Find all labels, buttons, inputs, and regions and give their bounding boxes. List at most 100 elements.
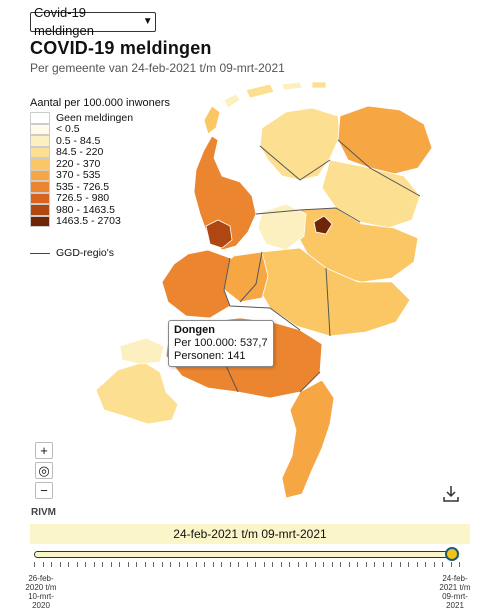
start-label-line: 10-mrt- bbox=[28, 592, 54, 601]
slider-start-label: 26-feb- 2020 t/m 10-mrt- 2020 bbox=[20, 574, 62, 610]
slider-tick bbox=[374, 562, 375, 567]
download-icon[interactable] bbox=[441, 485, 461, 503]
end-label-line: 09-mrt- bbox=[442, 592, 468, 601]
zoom-out-button[interactable]: − bbox=[35, 482, 53, 499]
slider-tick bbox=[289, 562, 290, 567]
slider-tick bbox=[391, 562, 392, 567]
region-zeeland-north[interactable] bbox=[119, 337, 165, 365]
end-label-line: 24-feb- bbox=[442, 574, 468, 583]
legend-item: 370 - 535 bbox=[30, 169, 220, 181]
region-amsterdam[interactable] bbox=[205, 219, 233, 249]
slider-tick bbox=[425, 562, 426, 567]
slider-tick bbox=[272, 562, 273, 567]
legend-item-label: 1463.5 - 2703 bbox=[56, 215, 121, 228]
slider-tick bbox=[34, 562, 35, 567]
region-texel[interactable] bbox=[203, 105, 221, 135]
zoom-controls: + ◎ − bbox=[35, 442, 53, 499]
slider-tick bbox=[187, 562, 188, 567]
slider-tick bbox=[213, 562, 214, 567]
legend-item-label: 0.5 - 84.5 bbox=[56, 134, 101, 147]
slider-tick bbox=[340, 562, 341, 567]
legend-item: 535 - 726.5 bbox=[30, 181, 220, 193]
slider-tick bbox=[247, 562, 248, 567]
slider-tick bbox=[170, 562, 171, 567]
tooltip-name: Dongen bbox=[174, 324, 215, 336]
region-vlieland[interactable] bbox=[223, 93, 241, 109]
slider-tick bbox=[383, 562, 384, 567]
slider-tick bbox=[451, 562, 452, 567]
region-groningen[interactable] bbox=[337, 105, 433, 175]
legend-item: 726.5 - 980 bbox=[30, 192, 220, 204]
slider-tick bbox=[153, 562, 154, 567]
legend-title: Aantal per 100.000 inwoners bbox=[30, 97, 171, 109]
slider-tick bbox=[111, 562, 112, 567]
legend-item: < 0.5 bbox=[30, 123, 220, 136]
region-flevoland[interactable] bbox=[257, 203, 307, 251]
slider-tick bbox=[128, 562, 129, 567]
slider-tick bbox=[459, 562, 460, 567]
slider-tick bbox=[357, 562, 358, 567]
time-slider[interactable] bbox=[34, 547, 461, 561]
slider-tick bbox=[68, 562, 69, 567]
legend-swatch bbox=[30, 123, 50, 135]
legend-item-label: 220 - 370 bbox=[56, 157, 101, 170]
slider-tick bbox=[238, 562, 239, 567]
slider-tick bbox=[145, 562, 146, 567]
slider-tick bbox=[255, 562, 256, 567]
map-legend: Aantal per 100.000 inwoners Geen melding… bbox=[30, 97, 220, 227]
slider-tick bbox=[102, 562, 103, 567]
slider-tick bbox=[136, 562, 137, 567]
slider-tick bbox=[221, 562, 222, 567]
slider-tick bbox=[94, 562, 95, 567]
region-friesland[interactable] bbox=[259, 107, 341, 181]
legend-swatch bbox=[30, 146, 50, 158]
region-limburg[interactable] bbox=[281, 379, 335, 499]
legend-item-label: < 0.5 bbox=[56, 123, 80, 136]
legend-swatch bbox=[30, 192, 50, 204]
legend-ggd-label: GGD-regio's bbox=[56, 247, 115, 259]
legend-item-label: 84.5 - 220 bbox=[56, 146, 104, 159]
map-land bbox=[95, 81, 433, 499]
zoom-in-button[interactable]: + bbox=[35, 442, 53, 459]
legend-item-label: Geen meldingen bbox=[56, 111, 134, 124]
map-type-select[interactable]: Covid-19 meldingen ▼ bbox=[30, 5, 156, 38]
start-label-line: 2020 bbox=[32, 601, 50, 610]
region-drenthe[interactable] bbox=[321, 159, 421, 229]
region-ameland[interactable] bbox=[281, 81, 303, 91]
slider-tick bbox=[434, 562, 435, 567]
region-terschelling[interactable] bbox=[245, 83, 275, 99]
legend-ggd: GGD-regio's bbox=[30, 247, 114, 259]
slider-tick bbox=[298, 562, 299, 567]
legend-item: 980 - 1463.5 bbox=[30, 204, 220, 216]
slider-tick bbox=[51, 562, 52, 567]
target-icon[interactable]: ◎ bbox=[35, 462, 53, 479]
legend-item: Geen meldingen bbox=[30, 112, 220, 124]
slider-tick bbox=[77, 562, 78, 567]
legend-item: 1463.5 - 2703 bbox=[30, 215, 220, 228]
slider-fill bbox=[35, 552, 461, 557]
slider-tick bbox=[281, 562, 282, 567]
tooltip-persons: Personen: 141 bbox=[174, 350, 246, 362]
slider-tick bbox=[60, 562, 61, 567]
end-label-line: 2021 t/m bbox=[439, 583, 471, 592]
slider-tick bbox=[179, 562, 180, 567]
page-title: COVID-19 meldingen bbox=[30, 38, 212, 58]
region-zeeland[interactable] bbox=[95, 361, 179, 425]
region-noord-holland[interactable] bbox=[193, 135, 257, 251]
chevron-down-icon: ▼ bbox=[142, 16, 153, 27]
slider-tick bbox=[230, 562, 231, 567]
municipality-tooltip: Dongen Per 100.000: 537,7 Personen: 141 bbox=[168, 320, 274, 367]
slider-tick bbox=[408, 562, 409, 567]
region-urk[interactable] bbox=[313, 215, 333, 235]
legend-swatch bbox=[30, 158, 50, 170]
region-zuid-holland[interactable] bbox=[161, 249, 231, 319]
region-schiermonnikoog[interactable] bbox=[311, 81, 327, 89]
attribution: RIVM bbox=[31, 507, 56, 518]
legend-swatch bbox=[30, 112, 50, 124]
slider-handle[interactable] bbox=[445, 547, 459, 561]
legend-swatch bbox=[30, 204, 50, 216]
slider-tick bbox=[204, 562, 205, 567]
start-label-line: 26-feb- bbox=[28, 574, 54, 583]
legend-item-label: 980 - 1463.5 bbox=[56, 203, 115, 216]
